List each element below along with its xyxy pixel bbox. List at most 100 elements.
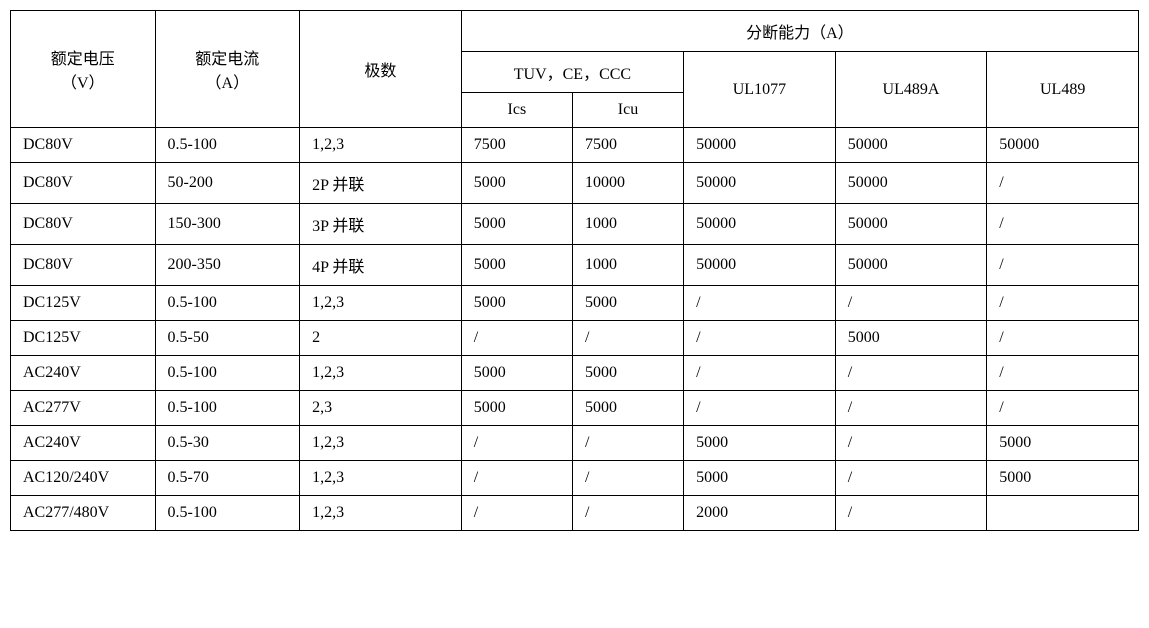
cell-voltage: AC277V bbox=[11, 391, 156, 426]
cell-ul489 bbox=[987, 496, 1139, 531]
cell-current: 200-350 bbox=[155, 245, 300, 286]
header-ics: Ics bbox=[461, 93, 572, 128]
table-row: DC80V150-3003P 并联500010005000050000/ bbox=[11, 204, 1139, 245]
cell-current: 0.5-30 bbox=[155, 426, 300, 461]
cell-ics: 5000 bbox=[461, 356, 572, 391]
cell-current: 0.5-100 bbox=[155, 128, 300, 163]
cell-current: 0.5-100 bbox=[155, 356, 300, 391]
cell-ul489a: 5000 bbox=[835, 321, 987, 356]
cell-poles: 4P 并联 bbox=[300, 245, 462, 286]
cell-ul489a: / bbox=[835, 426, 987, 461]
table-row: DC125V0.5-1001,2,350005000/// bbox=[11, 286, 1139, 321]
cell-current: 0.5-100 bbox=[155, 496, 300, 531]
cell-ul489: / bbox=[987, 286, 1139, 321]
cell-ul489a: 50000 bbox=[835, 128, 987, 163]
cell-ics: 5000 bbox=[461, 204, 572, 245]
header-current-line1: 额定电流 bbox=[166, 45, 290, 69]
cell-ul489: / bbox=[987, 391, 1139, 426]
cell-voltage: AC120/240V bbox=[11, 461, 156, 496]
cell-ul489: 5000 bbox=[987, 461, 1139, 496]
table-row: AC120/240V0.5-701,2,3//5000/5000 bbox=[11, 461, 1139, 496]
cell-poles: 1,2,3 bbox=[300, 128, 462, 163]
header-ul489a: UL489A bbox=[835, 52, 987, 128]
cell-ics: 5000 bbox=[461, 286, 572, 321]
cell-voltage: DC80V bbox=[11, 128, 156, 163]
cell-ul1077: / bbox=[684, 356, 836, 391]
cell-ul489a: / bbox=[835, 391, 987, 426]
cell-ul489: / bbox=[987, 356, 1139, 391]
header-voltage-line1: 额定电压 bbox=[21, 45, 145, 69]
cell-icu: / bbox=[572, 426, 683, 461]
cell-ul489a: 50000 bbox=[835, 204, 987, 245]
cell-voltage: DC125V bbox=[11, 321, 156, 356]
cell-ul1077: 5000 bbox=[684, 461, 836, 496]
header-current: 额定电流 （A） bbox=[155, 11, 300, 128]
specifications-table: 额定电压 （V） 额定电流 （A） 极数 分断能力（A） TUV，CE，CCC … bbox=[10, 10, 1139, 531]
cell-ul1077: 50000 bbox=[684, 128, 836, 163]
cell-ul1077: 50000 bbox=[684, 163, 836, 204]
table-row: DC80V50-2002P 并联5000100005000050000/ bbox=[11, 163, 1139, 204]
cell-ics: 5000 bbox=[461, 391, 572, 426]
header-row-1: 额定电压 （V） 额定电流 （A） 极数 分断能力（A） bbox=[11, 11, 1139, 52]
cell-ul1077: / bbox=[684, 286, 836, 321]
header-ul1077: UL1077 bbox=[684, 52, 836, 128]
cell-current: 0.5-100 bbox=[155, 286, 300, 321]
cell-poles: 2P 并联 bbox=[300, 163, 462, 204]
cell-poles: 3P 并联 bbox=[300, 204, 462, 245]
cell-icu: 1000 bbox=[572, 204, 683, 245]
cell-ics: 5000 bbox=[461, 163, 572, 204]
cell-ul489: / bbox=[987, 245, 1139, 286]
cell-voltage: AC277/480V bbox=[11, 496, 156, 531]
cell-poles: 1,2,3 bbox=[300, 496, 462, 531]
cell-icu: 5000 bbox=[572, 391, 683, 426]
cell-poles: 1,2,3 bbox=[300, 286, 462, 321]
cell-icu: / bbox=[572, 461, 683, 496]
cell-ul489: 50000 bbox=[987, 128, 1139, 163]
cell-current: 0.5-50 bbox=[155, 321, 300, 356]
header-voltage: 额定电压 （V） bbox=[11, 11, 156, 128]
header-ul489: UL489 bbox=[987, 52, 1139, 128]
cell-current: 150-300 bbox=[155, 204, 300, 245]
cell-voltage: AC240V bbox=[11, 426, 156, 461]
cell-ul1077: 50000 bbox=[684, 204, 836, 245]
cell-ul489a: 50000 bbox=[835, 245, 987, 286]
cell-ul1077: 2000 bbox=[684, 496, 836, 531]
cell-current: 0.5-100 bbox=[155, 391, 300, 426]
cell-icu: 10000 bbox=[572, 163, 683, 204]
cell-voltage: DC80V bbox=[11, 245, 156, 286]
cell-ics: / bbox=[461, 496, 572, 531]
table-row: DC125V0.5-502///5000/ bbox=[11, 321, 1139, 356]
table-row: AC277V0.5-1002,350005000/// bbox=[11, 391, 1139, 426]
header-tuv-ce-ccc: TUV，CE，CCC bbox=[461, 52, 683, 93]
cell-ics: / bbox=[461, 321, 572, 356]
header-poles: 极数 bbox=[300, 11, 462, 128]
cell-ul489: / bbox=[987, 204, 1139, 245]
table-row: AC277/480V0.5-1001,2,3//2000/ bbox=[11, 496, 1139, 531]
cell-icu: 5000 bbox=[572, 356, 683, 391]
cell-poles: 2 bbox=[300, 321, 462, 356]
cell-ics: 7500 bbox=[461, 128, 572, 163]
cell-poles: 2,3 bbox=[300, 391, 462, 426]
cell-current: 0.5-70 bbox=[155, 461, 300, 496]
cell-ul1077: / bbox=[684, 391, 836, 426]
table-row: AC240V0.5-301,2,3//5000/5000 bbox=[11, 426, 1139, 461]
cell-ul489: / bbox=[987, 163, 1139, 204]
header-breaking-capacity: 分断能力（A） bbox=[461, 11, 1138, 52]
cell-ul1077: / bbox=[684, 321, 836, 356]
cell-ul489a: / bbox=[835, 356, 987, 391]
cell-ics: / bbox=[461, 426, 572, 461]
cell-ul489a: / bbox=[835, 461, 987, 496]
cell-voltage: AC240V bbox=[11, 356, 156, 391]
cell-current: 50-200 bbox=[155, 163, 300, 204]
cell-ics: 5000 bbox=[461, 245, 572, 286]
cell-ul489a: / bbox=[835, 286, 987, 321]
header-icu: Icu bbox=[572, 93, 683, 128]
cell-ul1077: 5000 bbox=[684, 426, 836, 461]
table-body: DC80V0.5-1001,2,375007500500005000050000… bbox=[11, 128, 1139, 531]
cell-voltage: DC80V bbox=[11, 204, 156, 245]
cell-icu: 5000 bbox=[572, 286, 683, 321]
table-row: DC80V0.5-1001,2,375007500500005000050000 bbox=[11, 128, 1139, 163]
cell-ul489: 5000 bbox=[987, 426, 1139, 461]
header-current-line2: （A） bbox=[166, 69, 290, 93]
table-row: AC240V0.5-1001,2,350005000/// bbox=[11, 356, 1139, 391]
